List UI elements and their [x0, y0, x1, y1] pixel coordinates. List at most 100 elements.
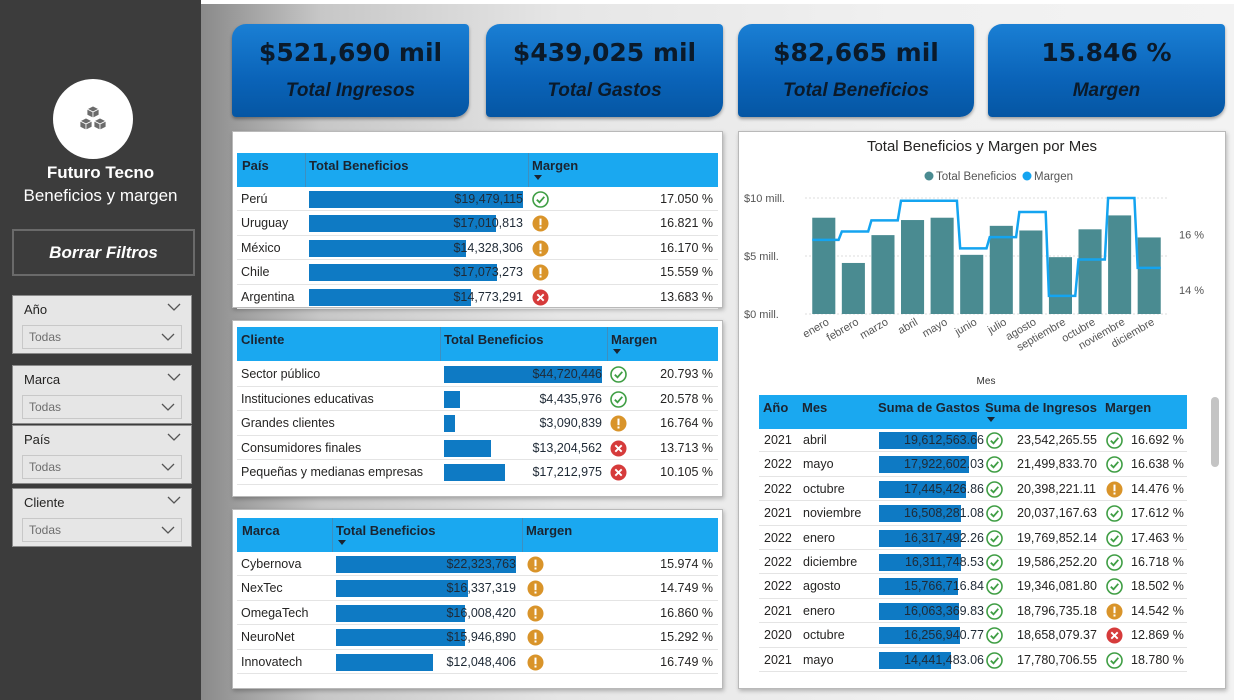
table-row[interactable]: México $14,328,306 16.170 % — [237, 236, 718, 261]
data-bar — [879, 627, 960, 645]
table-header: Año Mes Suma de Gastos Suma de Ingresos Marg… — [759, 395, 1187, 429]
column-header[interactable]: Margen — [611, 332, 657, 354]
kpi-label: Total Gastos — [547, 80, 662, 101]
slicer-dropdown[interactable]: Todas — [22, 518, 182, 542]
slicer-dropdown[interactable]: Todas — [22, 395, 182, 419]
ingresos-cell: 19,586,252.20 — [1017, 555, 1097, 569]
bar-febrero[interactable] — [841, 262, 865, 314]
column-header[interactable]: Año — [763, 400, 788, 415]
table-row[interactable]: 2021 noviembre 16,508,281.08 20,037,167.63 1… — [759, 501, 1187, 526]
table-row[interactable]: Grandes clientes $3,090,839 16.764 % — [237, 411, 718, 436]
logo — [53, 79, 133, 159]
table-row[interactable]: 2022 agosto 15,766,716.84 19,346,081.80 18.5… — [759, 574, 1187, 599]
bar-value: 16,063,369.83 — [904, 603, 984, 618]
bar-octubre[interactable] — [1078, 229, 1102, 314]
data-bar — [444, 390, 460, 408]
row-name: Consumidores finales — [241, 440, 362, 455]
table-row[interactable]: Cybernova $22,323,763 15.974 % — [237, 552, 718, 577]
check-circle-icon — [986, 578, 1003, 596]
column-header[interactable]: País — [242, 158, 269, 173]
chevron-down-icon[interactable] — [167, 302, 181, 312]
bar-marzo[interactable] — [871, 235, 895, 314]
month-cell: noviembre — [803, 506, 862, 521]
column-header[interactable]: Suma de Gastos — [878, 400, 980, 415]
slicer-dropdown[interactable]: Todas — [22, 325, 182, 349]
data-bar — [336, 629, 465, 647]
bar-noviembre[interactable] — [1108, 215, 1132, 314]
data-bar — [879, 432, 977, 449]
bar-septiembre[interactable] — [1048, 257, 1072, 314]
clear-filters-button[interactable]: Borrar Filtros — [12, 229, 195, 276]
chevron-down-icon[interactable] — [167, 372, 181, 382]
table-row[interactable]: Consumidores finales $13,204,562 13.713 % — [237, 436, 718, 461]
chevron-down-icon — [161, 333, 175, 341]
table-row[interactable]: Instituciones educativas $4,435,976 20.578… — [237, 387, 718, 412]
column-header-label: Margen — [526, 523, 573, 538]
month-cell: enero — [803, 530, 835, 545]
margin-value: 18.502 % — [1131, 579, 1184, 594]
bar-diciembre[interactable] — [1137, 237, 1161, 314]
table-row[interactable]: Sector público $44,720,446 20.793 % — [237, 362, 718, 387]
bar-value: $14,328,306 — [453, 240, 523, 255]
bar-julio[interactable] — [989, 225, 1013, 314]
year-cell: 2021 — [764, 652, 792, 667]
check-circle-icon — [1106, 505, 1123, 522]
check-circle-icon — [986, 480, 1003, 498]
margin-value: 14.476 % — [1131, 481, 1184, 496]
table-row[interactable]: 2022 diciembre 16,311,748.53 19,586,252.20 1… — [759, 550, 1187, 575]
table-row[interactable]: 2021 abril 19,612,563.66 23,542,265.55 16.69… — [759, 428, 1187, 453]
column-header[interactable]: Total Beneficios — [444, 332, 543, 347]
data-bar — [444, 415, 455, 433]
table-row[interactable]: Argentina $14,773,291 13.683 % — [237, 285, 718, 309]
table-row[interactable]: OmegaTech $16,008,420 16.860 % — [237, 601, 718, 626]
row-name: Pequeñas y medianas empresas — [241, 465, 424, 480]
table-row[interactable]: 2022 mayo 17,922,602.03 21,499,833.70 16.638… — [759, 452, 1187, 477]
check-circle-icon — [610, 390, 627, 408]
bar-agosto[interactable] — [1019, 230, 1043, 314]
table-row[interactable]: NeuroNet $15,946,890 15.292 % — [237, 625, 718, 650]
column-header-label: Margen — [532, 158, 579, 173]
check-circle-icon — [986, 554, 1003, 571]
table-row[interactable]: 2022 octubre 17,445,426.86 20,398,221.11 14.… — [759, 477, 1187, 502]
column-header[interactable]: Suma de Ingresos — [985, 400, 1097, 422]
table-row[interactable]: 2020 octubre 16,256,940.77 18,658,079.37 12.… — [759, 623, 1187, 648]
table-row[interactable]: Chile $17,073,273 15.559 % — [237, 260, 718, 285]
table-row[interactable]: 2021 enero 16,063,369.83 18,796,735.18 14.54… — [759, 599, 1187, 624]
margin-value: 16.821 % — [660, 216, 713, 231]
table-row[interactable]: 2021 mayo 14,441,483.06 17,780,706.55 18.780… — [759, 648, 1187, 672]
column-header[interactable]: Margen — [532, 158, 579, 180]
row-name: México — [241, 240, 281, 255]
ingresos-cell: 21,499,833.70 — [1017, 457, 1097, 472]
table-row[interactable]: 2022 enero 16,317,492.26 19,769,852.14 17.46… — [759, 526, 1187, 550]
chevron-down-icon[interactable] — [167, 432, 181, 442]
table-row[interactable]: Innovatech $12,048,406 16.749 % — [237, 650, 718, 674]
bar-value: 15,766,716.84 — [904, 579, 984, 594]
column-divider — [607, 327, 608, 361]
sort-desc-icon — [613, 349, 621, 354]
bar-abril[interactable] — [901, 220, 925, 314]
table-row[interactable]: Uruguay $17,010,813 16.821 % — [237, 211, 718, 236]
chevron-down-icon[interactable] — [167, 495, 181, 505]
exclamation-circle-icon — [532, 240, 549, 257]
column-header-label: Total Beneficios — [336, 523, 436, 538]
slicer-0: Año Todas — [12, 295, 192, 354]
bar-junio[interactable] — [960, 254, 984, 314]
column-header[interactable]: Mes — [802, 400, 827, 415]
bar-mayo[interactable] — [930, 217, 954, 314]
table-row[interactable]: Pequeñas y medianas empresas $17,212,975 1… — [237, 460, 718, 485]
table-row[interactable]: Perú $19,479,115 17.050 % — [237, 187, 718, 212]
column-header[interactable]: Cliente — [241, 332, 284, 347]
check-circle-icon — [986, 651, 1003, 669]
column-header[interactable]: Margen — [1105, 400, 1151, 415]
column-header[interactable]: Marca — [242, 523, 280, 538]
column-header[interactable]: Total Beneficios — [336, 523, 436, 545]
vertical-scrollbar[interactable] — [1211, 397, 1219, 467]
ingresos-cell: 20,037,167.63 — [1017, 506, 1097, 521]
column-header[interactable]: Margen — [526, 523, 572, 538]
slicer-dropdown[interactable]: Todas — [22, 455, 182, 479]
table-row[interactable]: NexTec $16,337,319 14.749 % — [237, 576, 718, 601]
margin-value: 12.869 % — [1131, 628, 1184, 643]
column-header[interactable]: Total Beneficios — [309, 158, 408, 173]
bar-value: $14,773,291 — [453, 289, 523, 304]
bar-enero[interactable] — [812, 217, 836, 314]
